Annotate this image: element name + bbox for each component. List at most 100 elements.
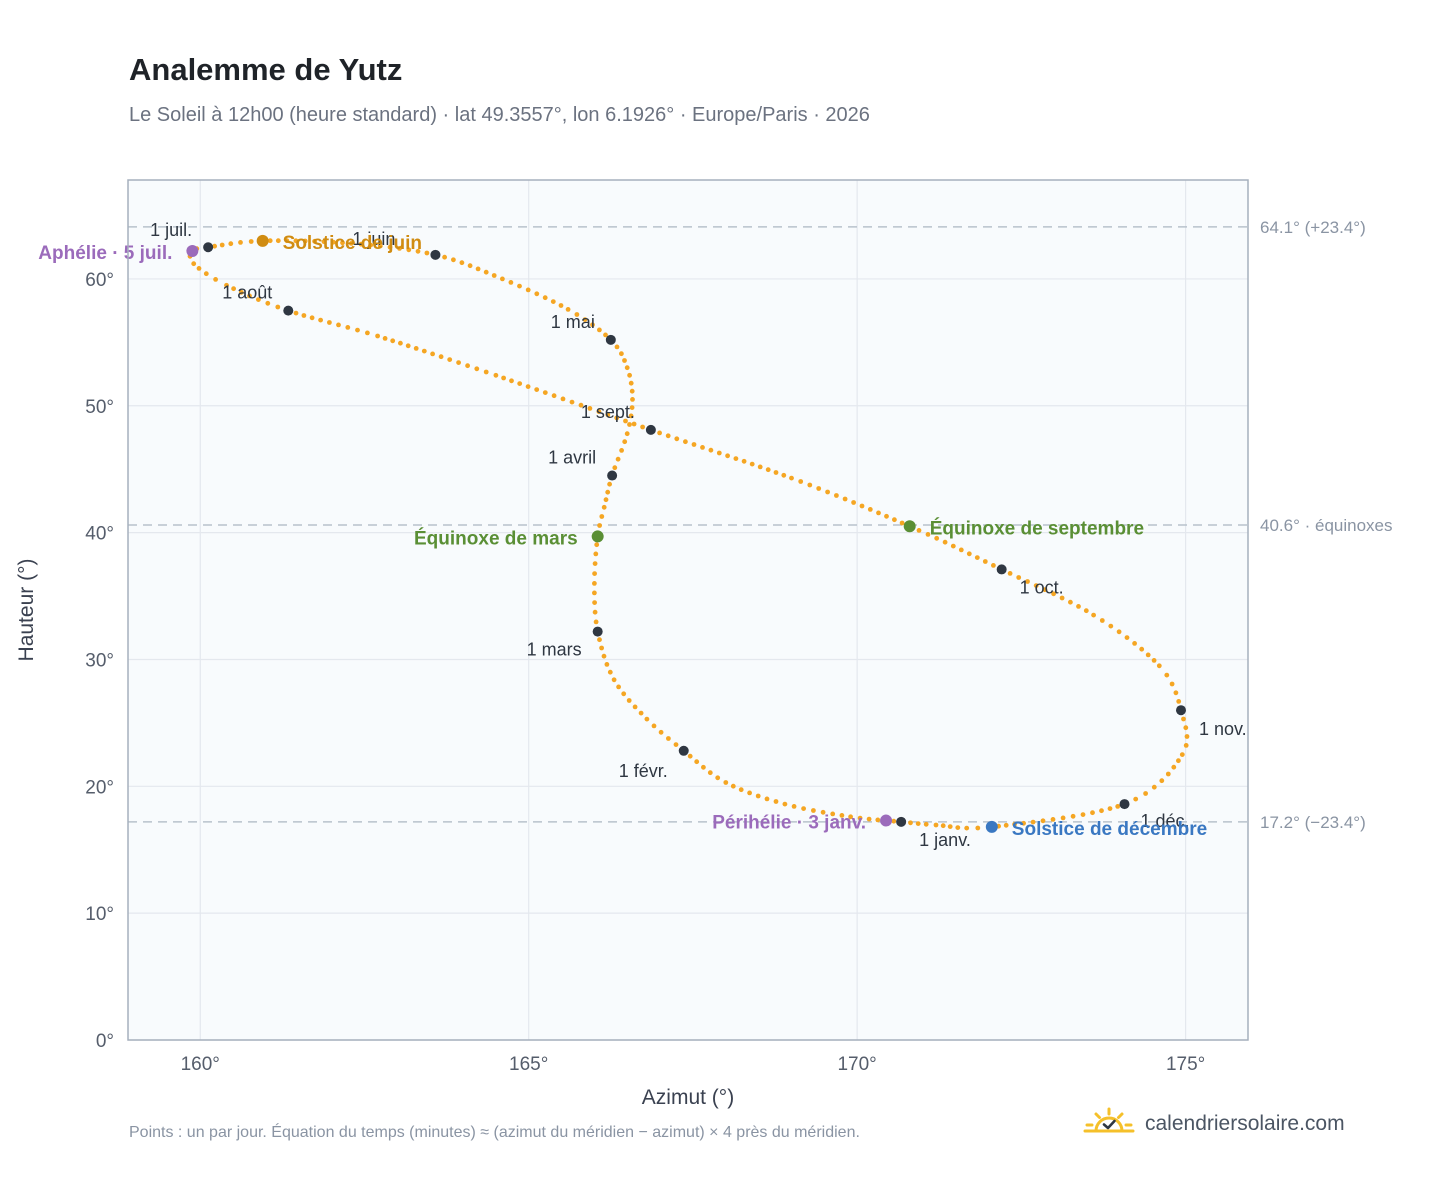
day-point bbox=[345, 325, 351, 330]
event-marker bbox=[186, 245, 199, 258]
day-point bbox=[1133, 796, 1139, 802]
day-point bbox=[781, 472, 787, 478]
day-point bbox=[534, 387, 540, 392]
day-point bbox=[590, 322, 595, 328]
month-markers: 1 janv. 1 févr. 1 mars 1 avril 1 mai 1 juin 1 … bbox=[150, 220, 1247, 850]
day-point bbox=[691, 442, 697, 447]
day-point bbox=[715, 775, 721, 781]
day-point bbox=[424, 250, 430, 256]
day-point bbox=[816, 486, 822, 491]
day-point bbox=[406, 247, 412, 253]
tick-labels: 160° 165° 170° 175° 0° 10° 20° 30° 40° 50° 60° bbox=[85, 270, 1205, 1075]
day-point bbox=[599, 645, 604, 651]
day-point bbox=[619, 351, 624, 357]
month-marker bbox=[607, 470, 618, 481]
day-point bbox=[611, 677, 617, 683]
day-point bbox=[231, 286, 237, 292]
day-point bbox=[834, 493, 839, 498]
day-point bbox=[501, 375, 506, 381]
day-point bbox=[387, 244, 393, 250]
month-marker bbox=[1175, 705, 1186, 716]
day-point bbox=[782, 801, 788, 807]
day-point bbox=[630, 397, 635, 402]
y-tick-label: 10° bbox=[85, 904, 114, 925]
day-point bbox=[509, 378, 514, 384]
day-point bbox=[430, 351, 435, 357]
day-point bbox=[1030, 819, 1036, 825]
day-point bbox=[375, 333, 380, 339]
day-point bbox=[773, 470, 779, 475]
day-point bbox=[256, 297, 261, 302]
day-point bbox=[694, 759, 700, 765]
day-point bbox=[312, 238, 317, 244]
month-marker-label: 1 sept. bbox=[581, 402, 635, 422]
day-point bbox=[550, 299, 556, 304]
month-marker-label: 1 nov. bbox=[1199, 719, 1247, 739]
month-marker-label: 1 juil. bbox=[150, 220, 192, 240]
event-marker bbox=[591, 530, 604, 543]
x-tick-label: 170° bbox=[837, 1054, 876, 1075]
day-point bbox=[801, 806, 806, 811]
y-tick-label: 40° bbox=[85, 524, 114, 545]
day-point bbox=[474, 366, 480, 372]
day-point bbox=[621, 691, 627, 697]
day-point bbox=[934, 535, 940, 541]
brand[interactable]: calendriersolaire.com bbox=[1083, 1106, 1345, 1142]
day-point bbox=[757, 464, 763, 470]
day-point bbox=[293, 310, 299, 316]
day-point bbox=[866, 816, 872, 822]
day-point bbox=[1091, 612, 1096, 618]
day-point bbox=[851, 500, 856, 505]
day-point bbox=[574, 312, 580, 317]
plot-frame bbox=[127, 179, 1249, 1041]
day-point bbox=[597, 523, 602, 528]
month-marker bbox=[592, 626, 603, 637]
month-marker-label: 1 mai bbox=[551, 312, 595, 332]
day-point bbox=[733, 456, 739, 461]
day-point bbox=[219, 242, 225, 248]
day-point bbox=[624, 365, 630, 371]
day-point bbox=[749, 461, 755, 467]
day-point bbox=[807, 482, 813, 488]
day-point bbox=[1083, 608, 1089, 614]
day-point bbox=[592, 600, 597, 605]
day-point bbox=[1165, 771, 1171, 777]
day-point bbox=[413, 346, 419, 351]
month-marker bbox=[896, 816, 907, 827]
day-point bbox=[368, 242, 374, 248]
day-point bbox=[605, 412, 611, 418]
day-point bbox=[267, 238, 273, 244]
day-point bbox=[619, 448, 624, 453]
day-point bbox=[628, 380, 634, 386]
day-point bbox=[593, 551, 599, 557]
plot-area bbox=[128, 180, 1248, 1040]
day-point bbox=[318, 317, 323, 323]
day-point bbox=[1139, 646, 1145, 652]
month-marker bbox=[203, 242, 214, 253]
month-marker-label: 1 mars bbox=[527, 640, 582, 660]
day-point bbox=[966, 551, 972, 557]
day-point bbox=[1042, 587, 1048, 593]
brand-name[interactable]: calendriersolaire.com bbox=[1145, 1112, 1345, 1135]
day-point bbox=[764, 796, 770, 802]
day-point bbox=[275, 238, 281, 244]
reference-lines: 64.1° (+23.4°) 40.6° · équinoxes 17.2° (−2… bbox=[128, 218, 1393, 832]
day-point bbox=[421, 348, 427, 354]
day-point bbox=[1115, 804, 1121, 809]
day-point bbox=[592, 561, 598, 566]
day-point bbox=[923, 821, 929, 827]
day-point bbox=[958, 547, 964, 553]
day-point bbox=[839, 813, 845, 818]
day-point bbox=[336, 322, 341, 328]
day-point bbox=[683, 439, 688, 445]
day-point bbox=[658, 729, 664, 735]
x-tick-label: 165° bbox=[509, 1054, 548, 1075]
day-point bbox=[789, 475, 794, 481]
day-point bbox=[212, 243, 218, 249]
day-point bbox=[327, 320, 332, 325]
day-point bbox=[626, 698, 632, 703]
day-point bbox=[925, 532, 931, 537]
day-point bbox=[587, 406, 593, 411]
day-point bbox=[1016, 575, 1022, 580]
